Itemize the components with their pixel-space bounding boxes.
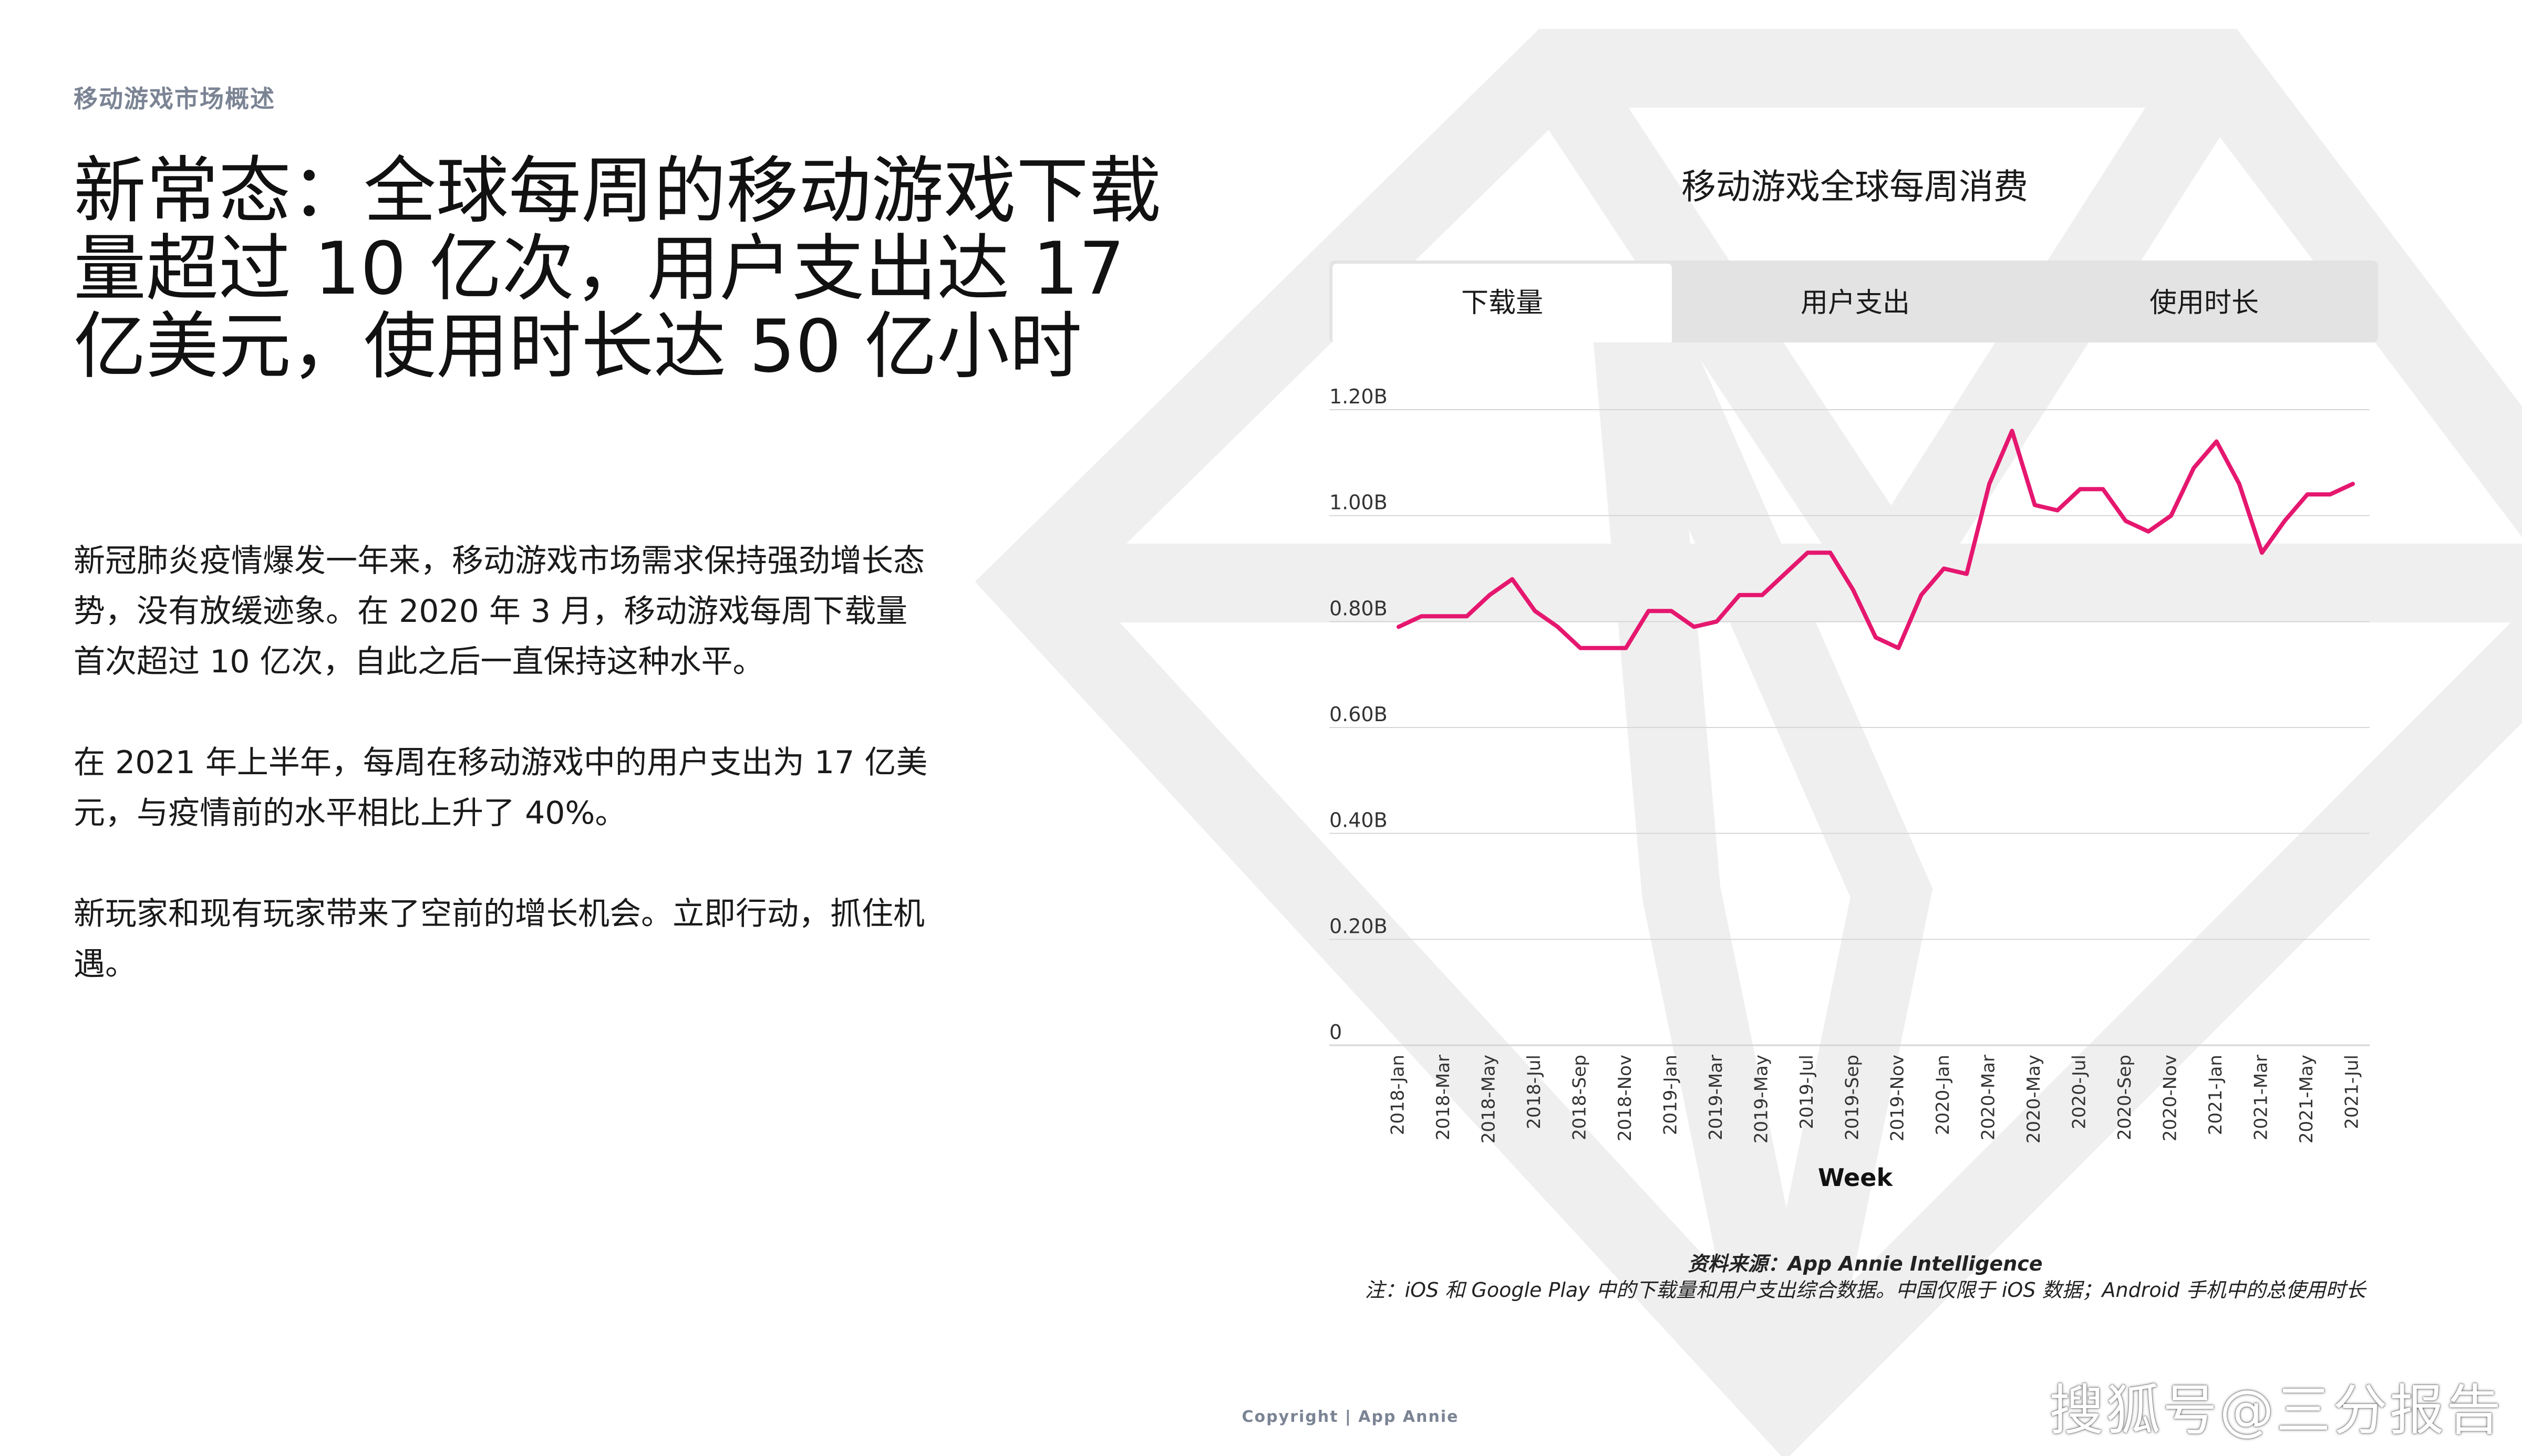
- body-paragraph-3: 新玩家和现有玩家带来了空前的增长机会。立即行动，抓住机遇。: [74, 896, 925, 983]
- source-watermark-text: 搜狐号@三分报告: [2049, 1378, 2504, 1442]
- y-tick-label: 1.00B: [1329, 491, 1388, 514]
- x-tick-label: 2019-May: [1751, 1055, 1772, 1143]
- x-tick-label: 2018-Nov: [1615, 1055, 1636, 1141]
- x-tick-label: 2020-Nov: [2160, 1055, 2181, 1141]
- x-axis-title: Week: [1818, 1163, 1893, 1192]
- x-tick-label: 2018-Jul: [1524, 1055, 1545, 1129]
- y-axis-ticks: 0 0.20B 0.40B 0.60B 0.80B 1.00B 1.20B: [1329, 385, 1388, 1044]
- x-tick-label: 2020-Jul: [2069, 1055, 2090, 1129]
- y-tick-label: 0.60B: [1329, 703, 1388, 726]
- y-tick-label: 0.40B: [1329, 809, 1388, 832]
- x-tick-label: 2019-Sep: [1842, 1055, 1863, 1140]
- y-tick-label: 0.80B: [1329, 597, 1388, 620]
- x-tick-label: 2018-Sep: [1569, 1055, 1590, 1140]
- x-tick-label: 2021-Jan: [2205, 1055, 2226, 1135]
- x-tick-label: 2019-Jan: [1660, 1055, 1681, 1135]
- x-tick-label: 2019-Nov: [1887, 1055, 1908, 1141]
- metric-tab-bar: 下载量 用户支出 使用时长: [1329, 261, 2378, 342]
- tab-time-spent[interactable]: 使用时长: [2149, 287, 2259, 319]
- x-axis-ticks: 2018-Jan 2018-Mar 2018-May 2018-Jul 2018-Sep…: [1388, 1055, 2363, 1143]
- source-citation: 资料来源：App Annie Intelligence: [1688, 1252, 2043, 1275]
- x-tick-label: 2018-Jan: [1388, 1055, 1409, 1135]
- tab-user-spend[interactable]: 用户支出: [1800, 287, 1910, 319]
- x-tick-label: 2018-Mar: [1433, 1055, 1454, 1140]
- body-paragraph-2: 在 2021 年上半年，每周在移动游戏中的用户支出为 17 亿美元，与疫情前的水…: [74, 744, 928, 831]
- y-tick-label: 0.20B: [1329, 914, 1388, 938]
- copyright-footer: Copyright | App Annie: [1242, 1408, 1459, 1426]
- body-paragraph-1: 新冠肺炎疫情爆发一年来，移动游戏市场需求保持强劲增长态势，没有放缓迹象。在 20…: [74, 543, 925, 680]
- x-tick-label: 2019-Jul: [1796, 1055, 1817, 1129]
- x-tick-label: 2018-May: [1478, 1055, 1499, 1143]
- section-label: 移动游戏市场概述: [74, 85, 275, 113]
- chart-title: 移动游戏全球每周消费: [1681, 167, 2028, 207]
- y-tick-label: 1.20B: [1329, 385, 1388, 408]
- series-layer: [1397, 429, 2355, 650]
- x-tick-label: 2021-May: [2296, 1055, 2317, 1143]
- x-tick-label: 2019-Mar: [1706, 1055, 1727, 1140]
- gridlines: [1329, 409, 2370, 1046]
- x-tick-label: 2021-Mar: [2251, 1055, 2272, 1140]
- weekly-downloads-chart: 0 0.20B 0.40B 0.60B 0.80B 1.00B 1.20B 2018-Jan…: [1329, 385, 2370, 1192]
- x-tick-label: 2020-Jan: [1932, 1055, 1953, 1135]
- footnote: 注：iOS 和 Google Play 中的下载量和用户支出综合数据。中国仅限于…: [1365, 1278, 2366, 1302]
- x-tick-label: 2020-Sep: [2114, 1055, 2135, 1140]
- series-line: [1397, 429, 2355, 650]
- page-title: 新常态：全球每周的移动游戏下载量超过 10 亿次，用户支出达 17 亿美元，使用…: [74, 149, 1162, 389]
- x-tick-label: 2020-May: [2023, 1055, 2044, 1143]
- x-tick-label: 2021-Jul: [2342, 1055, 2363, 1129]
- y-tick-label: 0: [1329, 1021, 1342, 1044]
- x-tick-label: 2020-Mar: [1978, 1055, 1999, 1140]
- tab-downloads[interactable]: 下载量: [1332, 264, 1672, 342]
